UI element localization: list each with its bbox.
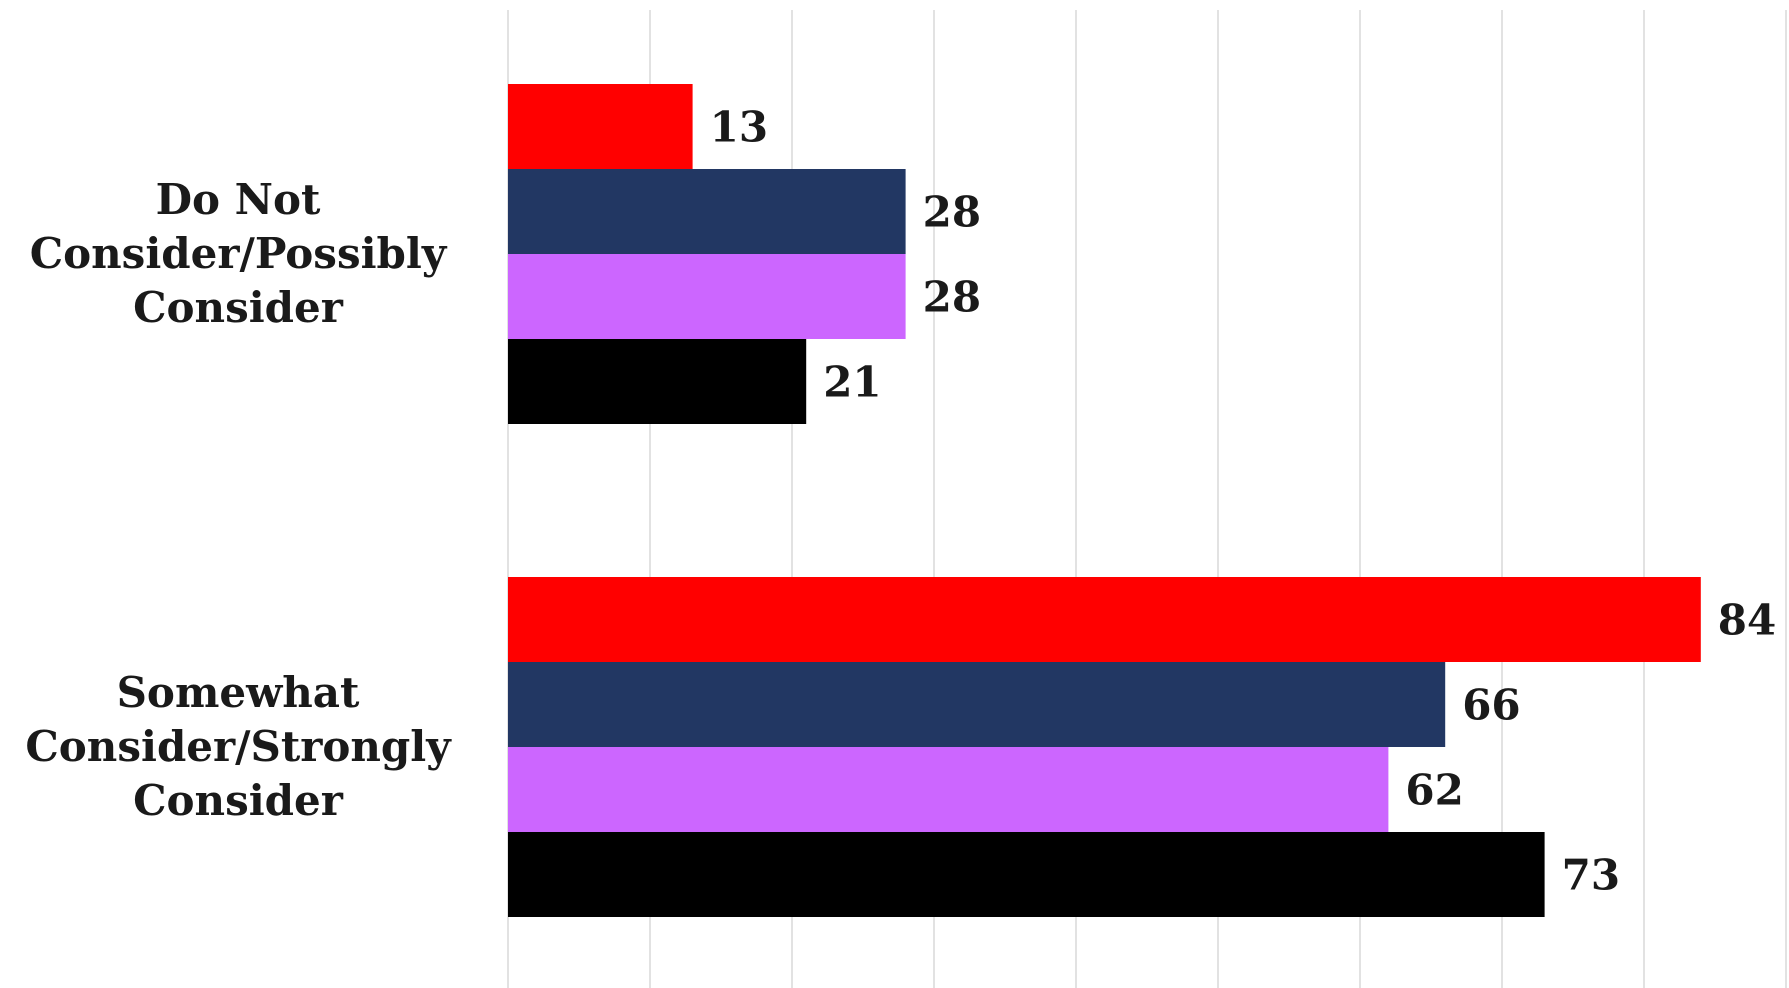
- bar: [508, 662, 1446, 747]
- bar: [508, 169, 906, 254]
- data-label: 73: [1562, 851, 1620, 900]
- bar: [508, 254, 906, 339]
- data-label: 28: [923, 188, 981, 237]
- category-label: Consider: [133, 776, 344, 825]
- bar: [508, 747, 1389, 832]
- bars: [508, 84, 1701, 917]
- bar: [508, 84, 693, 169]
- data-label: 66: [1462, 681, 1520, 730]
- bar: [508, 832, 1545, 917]
- data-label: 28: [923, 273, 981, 322]
- category-label: Consider/Strongly: [25, 722, 452, 771]
- data-label: 62: [1405, 766, 1463, 815]
- category-label: Consider/Possibly: [30, 229, 448, 278]
- category-label: Somewhat: [117, 668, 360, 717]
- bar: [508, 577, 1701, 662]
- category-labels: Do Not Consider/Possibly Consider Somewhat C…: [25, 175, 452, 825]
- data-label: 13: [710, 103, 768, 152]
- bar: [508, 339, 807, 424]
- data-label: 21: [823, 358, 881, 407]
- data-label: 84: [1718, 596, 1776, 645]
- category-label: Do Not: [156, 175, 321, 224]
- data-labels: 13 28 28 21 84 66 62 73: [710, 103, 1777, 900]
- category-label: Consider: [133, 283, 344, 332]
